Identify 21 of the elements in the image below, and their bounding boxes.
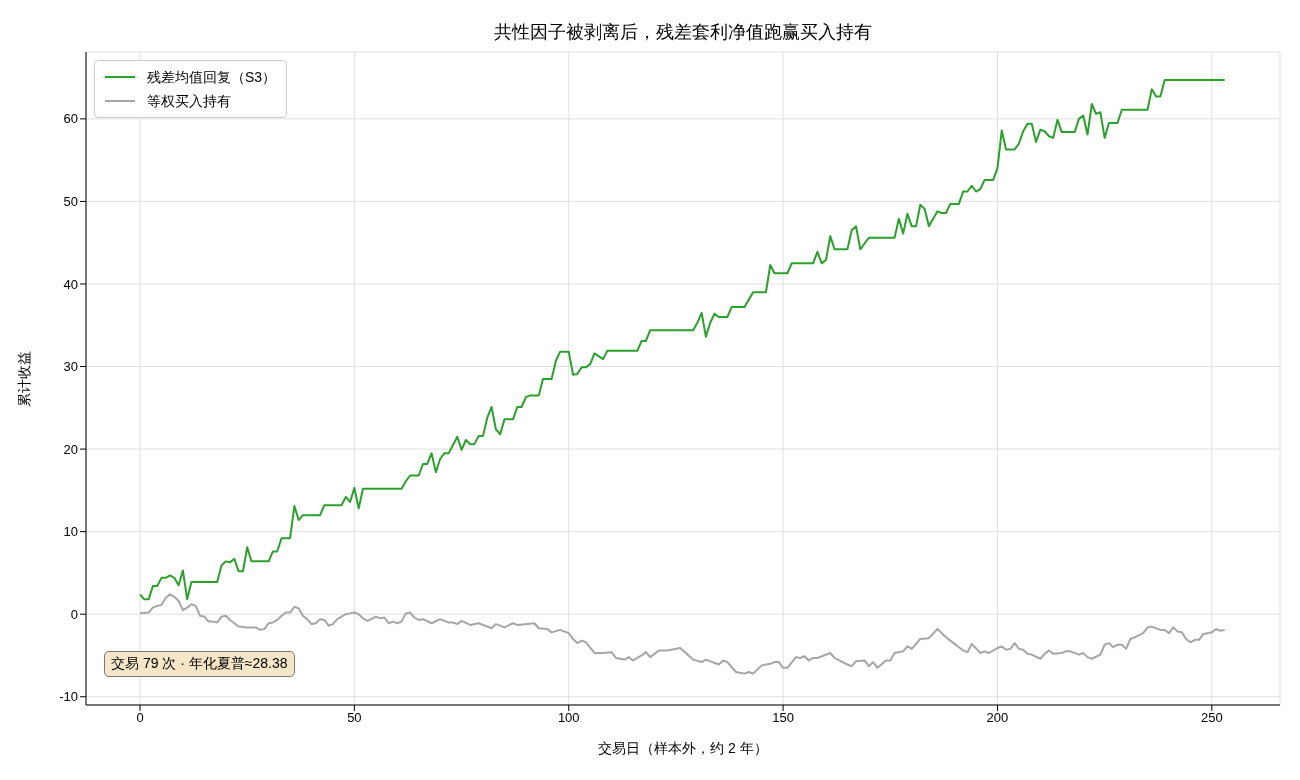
- line-series: [139, 593, 1226, 675]
- y-tick-label: 40: [63, 276, 78, 292]
- y-tick-label: 0: [70, 606, 78, 622]
- y-tick-label: 20: [63, 441, 78, 457]
- x-axis-title: 交易日（样本外，约 2 年）: [598, 740, 768, 756]
- y-tick-label: 30: [63, 359, 78, 375]
- y-tick-label: 60: [63, 111, 78, 127]
- y-axis-title: 累计收益: [15, 350, 32, 407]
- x-tick-label: 0: [136, 710, 144, 726]
- x-tick-label: 150: [772, 710, 794, 726]
- x-tick-label: 200: [986, 710, 1009, 726]
- chart-title: 共性因子被剥离后，残差套利净值跑赢买入持有: [493, 21, 873, 44]
- legend-label: 残差均值回复（S3）: [147, 68, 277, 87]
- annotation: 交易 79 次 · 年化夏普≈28.38: [104, 651, 295, 677]
- x-tick-label: 50: [347, 710, 362, 726]
- legend-label: 等权买入持有: [147, 92, 231, 111]
- y-tick-label: 50: [63, 194, 78, 210]
- x-tick-label: 250: [1200, 710, 1223, 726]
- y-tick-label: 10: [63, 524, 78, 540]
- y-tick-label: -10: [59, 689, 78, 705]
- x-tick-label: 100: [557, 710, 580, 726]
